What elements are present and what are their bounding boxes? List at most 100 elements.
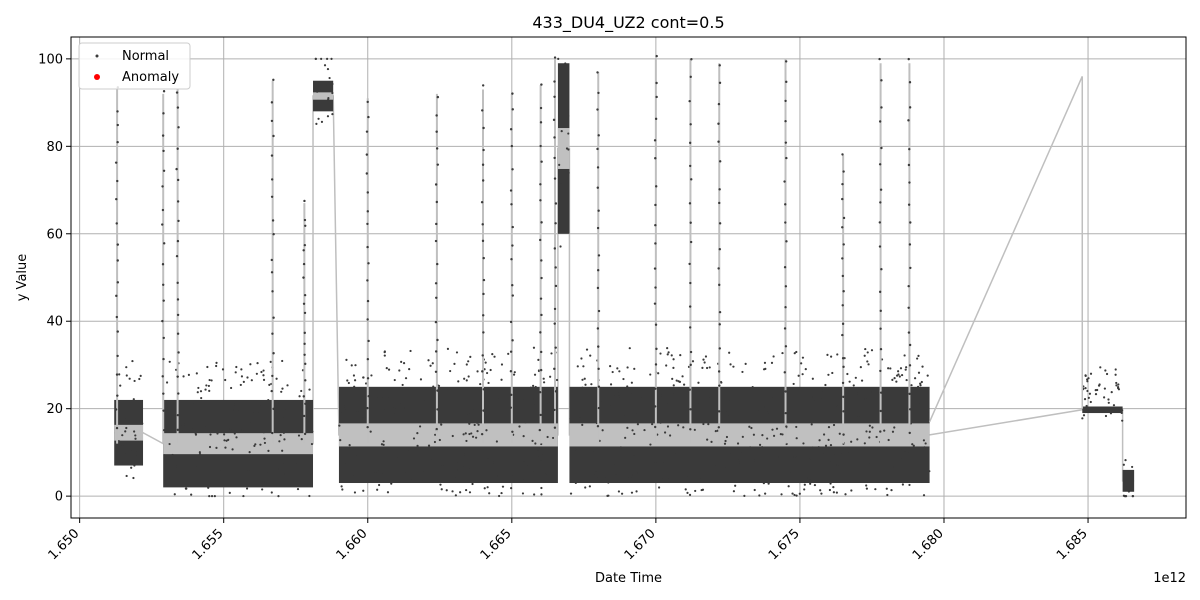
normal-point (125, 474, 128, 478)
normal-point (607, 481, 610, 484)
normal-point (481, 163, 485, 166)
normal-point (272, 407, 275, 411)
normal-point (436, 95, 440, 99)
normal-point (827, 438, 830, 442)
normal-point (909, 221, 912, 224)
normal-point (630, 405, 633, 408)
normal-point (1107, 401, 1110, 404)
normal-point (671, 377, 674, 381)
normal-point (835, 491, 838, 494)
normal-point (271, 219, 275, 222)
normal-point (215, 364, 218, 368)
normal-point (618, 370, 621, 373)
normal-point (392, 411, 396, 414)
normal-point (907, 57, 910, 61)
normal-point (434, 433, 437, 436)
normal-point (409, 477, 413, 480)
normal-point (316, 87, 319, 90)
normal-point (228, 491, 231, 494)
normal-point (842, 216, 846, 220)
normal-point (758, 443, 762, 447)
normal-point (659, 421, 662, 424)
normal-point (213, 495, 216, 498)
normal-point (454, 494, 457, 497)
normal-point (817, 416, 820, 419)
normal-point (491, 353, 494, 356)
normal-point (533, 447, 536, 450)
normal-point (288, 484, 291, 487)
normal-core-band (163, 433, 314, 455)
normal-point (589, 354, 592, 357)
normal-point (131, 441, 135, 444)
normal-point (1130, 478, 1133, 482)
normal-point (827, 425, 831, 429)
normal-point (665, 364, 668, 367)
normal-point (631, 391, 634, 395)
normal-point (818, 439, 821, 442)
normal-point (175, 254, 179, 258)
normal-point (317, 84, 321, 87)
normal-point (380, 443, 384, 446)
normal-point (734, 484, 737, 487)
normal-point (532, 404, 535, 407)
normal-point (717, 267, 720, 270)
normal-point (1114, 373, 1117, 376)
normal-point (436, 163, 440, 166)
normal-point (225, 439, 228, 442)
normal-point (383, 407, 386, 410)
normal-point (1130, 473, 1133, 476)
normal-point (469, 467, 472, 470)
normal-point (216, 432, 219, 435)
normal-point (511, 108, 514, 111)
normal-point (270, 389, 273, 393)
normal-point (741, 408, 745, 411)
normal-point (841, 381, 845, 385)
normal-point (367, 395, 370, 398)
normal-point (475, 436, 478, 439)
normal-point (626, 426, 629, 429)
normal-point (511, 92, 514, 95)
normal-point (718, 64, 721, 67)
normal-point (762, 482, 765, 485)
normal-point (597, 134, 600, 137)
normal-point (522, 435, 525, 438)
normal-point (557, 57, 560, 60)
normal-point (326, 115, 330, 118)
normal-point (652, 461, 655, 465)
normal-point (811, 377, 814, 380)
normal-point (200, 396, 203, 400)
normal-point (779, 433, 782, 436)
normal-point (717, 370, 721, 373)
normal-point (854, 474, 857, 477)
normal-point (792, 382, 795, 386)
normal-point (133, 464, 136, 467)
normal-point (487, 381, 490, 385)
normal-point (181, 430, 184, 433)
normal-point (893, 426, 896, 429)
normal-point (481, 179, 485, 182)
normal-point (374, 471, 377, 474)
normal-point (725, 388, 729, 391)
normal-point (672, 384, 675, 387)
normal-point (366, 191, 369, 194)
y-tick-label: 20 (46, 402, 63, 417)
normal-point (863, 354, 866, 357)
normal-point (1107, 398, 1110, 401)
normal-point (688, 493, 692, 496)
normal-point (785, 80, 788, 84)
normal-point (309, 408, 312, 411)
normal-point (436, 338, 439, 342)
normal-point (241, 428, 244, 432)
normal-point (116, 140, 119, 144)
normal-point (835, 404, 839, 408)
normal-point (467, 375, 470, 378)
normal-point (1086, 380, 1089, 383)
normal-point (1131, 495, 1134, 498)
normal-point (215, 446, 218, 449)
normal-point (482, 148, 485, 152)
normal-point (116, 243, 120, 246)
normal-point (176, 281, 179, 285)
normal-point (841, 257, 844, 260)
normal-point (795, 456, 798, 459)
